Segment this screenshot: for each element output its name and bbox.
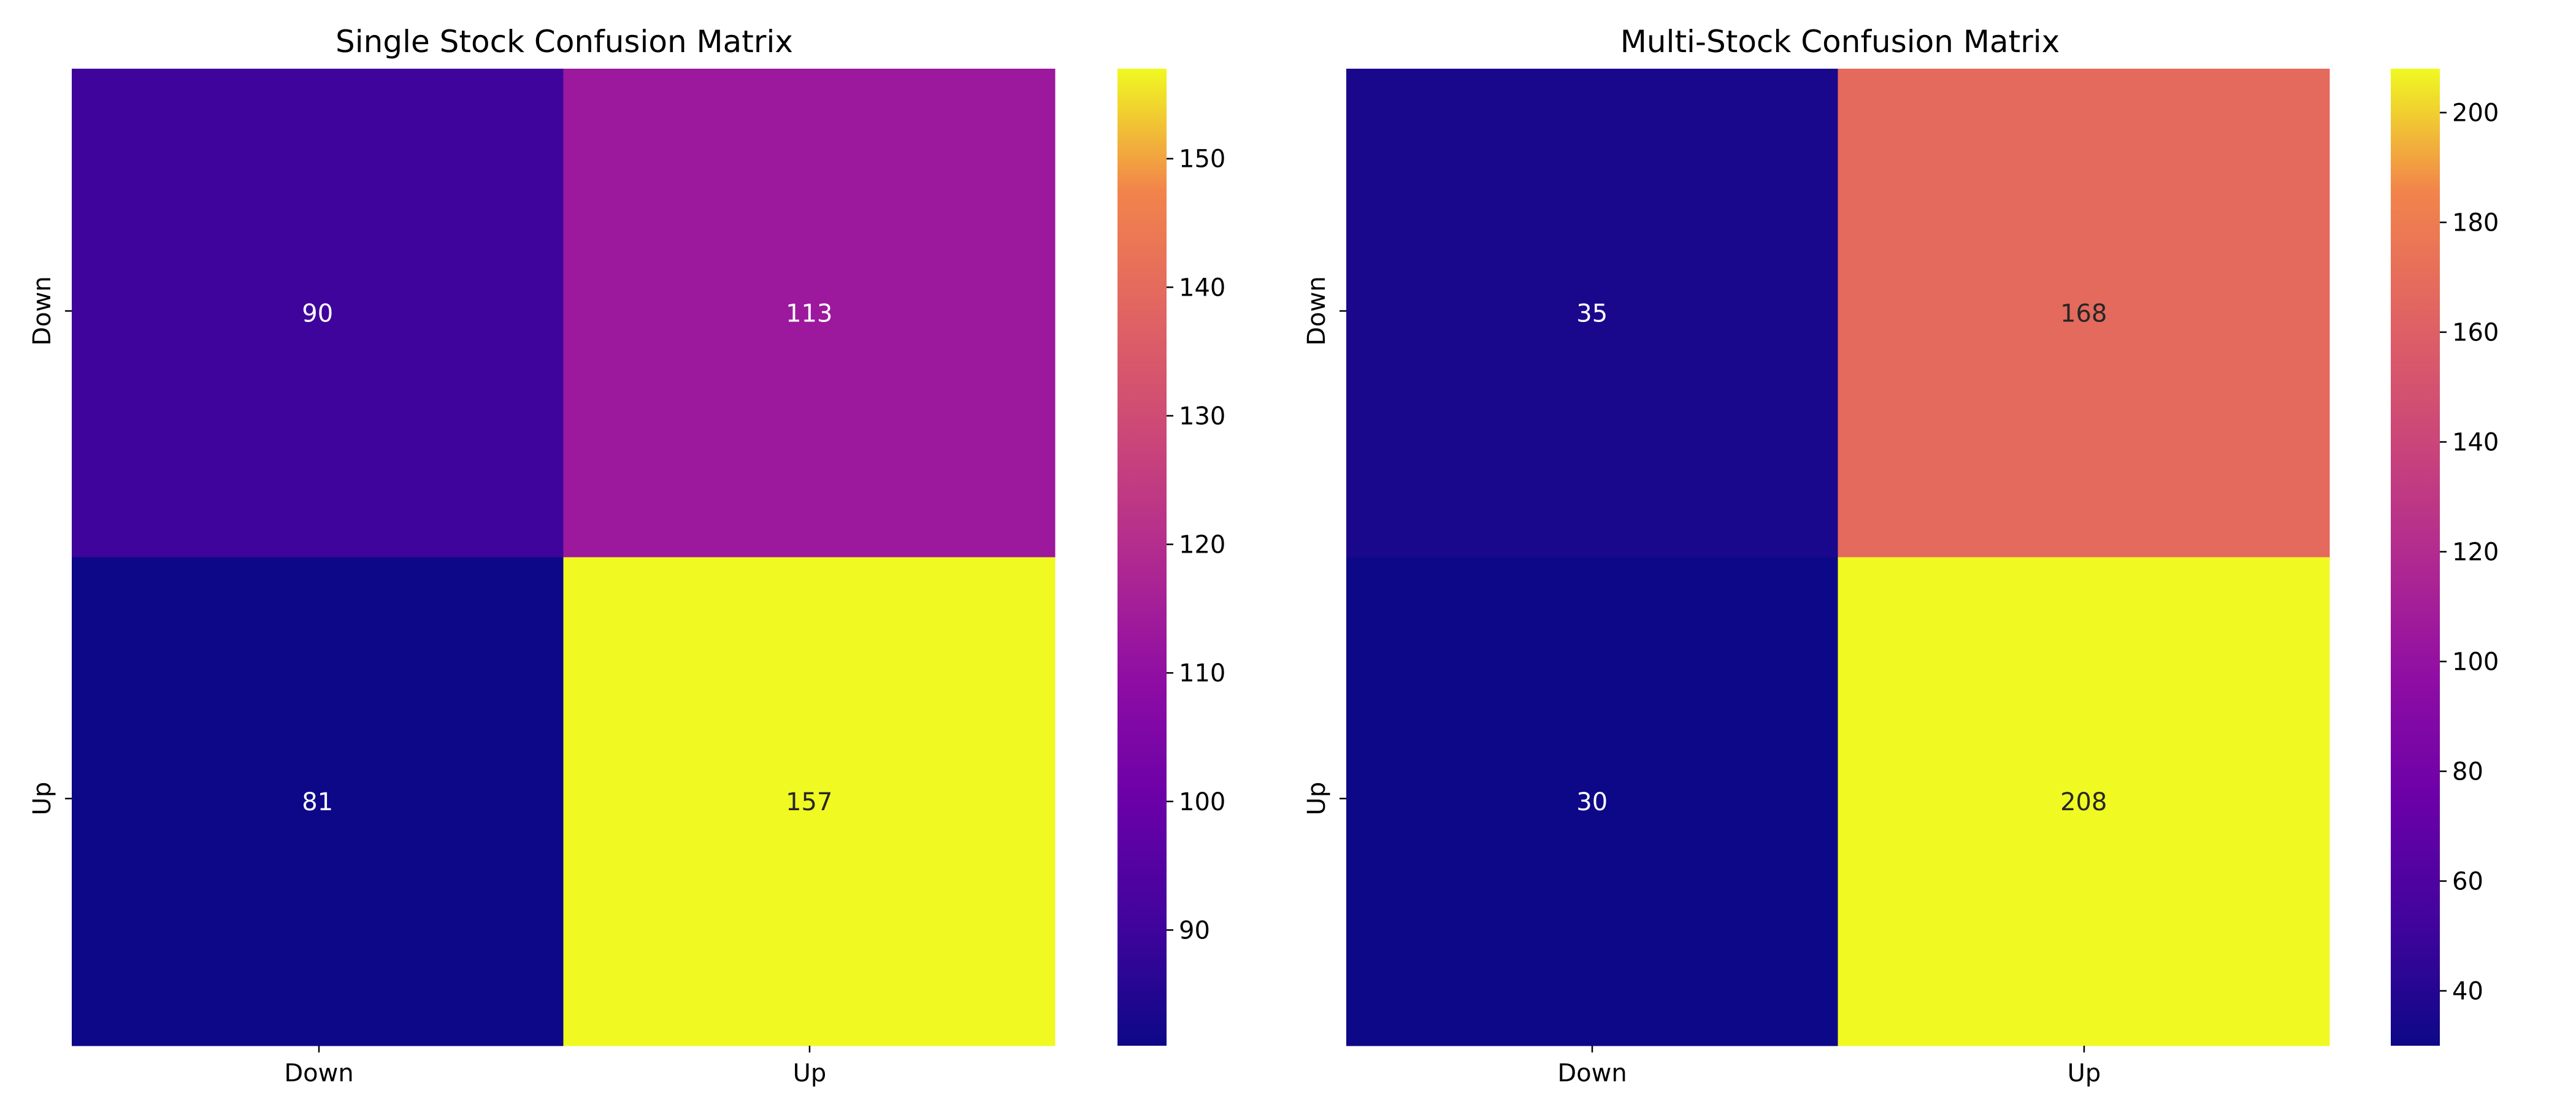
y-axis: Down Up [1303, 276, 1346, 815]
colorbar-tick-label: 80 [2452, 758, 2483, 786]
colorbar-tick-label: 60 [2452, 868, 2483, 896]
heatmap-cell [72, 557, 564, 1046]
colorbar-tick-label: 120 [2452, 539, 2499, 567]
heatmap-cells [1346, 69, 2330, 1046]
colorbar-tick-label: 200 [2452, 99, 2499, 128]
colorbar-tick-label: 130 [1179, 402, 1225, 431]
x-tick-label: Down [1557, 1059, 1627, 1087]
heatmap-cells [72, 69, 1056, 1046]
colorbar-tick-label: 100 [2452, 648, 2499, 677]
heatmap-cell [563, 69, 1056, 558]
colorbar-tick-label: 160 [2452, 319, 2499, 347]
colorbar-tick-label: 40 [2452, 978, 2483, 1006]
colorbar-tick-label: 100 [1179, 788, 1225, 816]
chart-title: Multi-Stock Confusion Matrix [1620, 24, 2060, 59]
heatmap-cell [1346, 557, 1838, 1046]
x-tick-label: Up [2068, 1059, 2101, 1087]
colorbar-tick-label: 110 [1179, 659, 1225, 688]
cell-value-label: 208 [2060, 788, 2107, 816]
colorbar: 40 60 80 100 120 140 160 180 200 [2391, 69, 2499, 1046]
colorbar: 90 100 110 120 130 140 150 [1117, 69, 1225, 1046]
colorbar-tick-label: 120 [1179, 531, 1225, 559]
heatmap-cell [1838, 69, 2330, 558]
colorbar-ticks: 90 100 110 120 130 140 150 [1167, 145, 1225, 945]
heatmap-cell [72, 69, 564, 558]
heatmap-cell [563, 557, 1056, 1046]
heatmap-panel-single: Single Stock Confusion Matrix 90 113 81 157… [28, 24, 1225, 1087]
cell-value-label: 168 [2060, 299, 2107, 328]
colorbar-tick-label: 180 [2452, 209, 2499, 237]
heatmap-cell [1838, 557, 2330, 1046]
cell-value-label: 35 [1576, 299, 1608, 328]
x-axis: Down Up [284, 1046, 826, 1087]
x-tick-label: Down [284, 1059, 353, 1087]
cell-value-label: 30 [1576, 788, 1608, 816]
y-tick-label: Down [1303, 276, 1331, 345]
y-tick-label: Up [28, 782, 56, 816]
cell-value-label: 157 [786, 788, 832, 816]
y-axis: Down Up [28, 276, 72, 815]
y-tick-label: Up [1303, 782, 1331, 816]
y-tick-label: Down [28, 276, 56, 345]
colorbar-tick-label: 90 [1179, 916, 1210, 945]
x-axis: Down Up [1557, 1046, 2101, 1087]
colorbar-tick-label: 150 [1179, 145, 1225, 174]
cell-value-label: 113 [786, 299, 832, 328]
cell-value-label: 81 [302, 788, 333, 816]
colorbar-tick-label: 140 [2452, 429, 2499, 457]
cell-value-labels: 35 168 30 208 [1576, 299, 2107, 816]
heatmap-cell [1346, 69, 1838, 558]
cell-value-label: 90 [302, 299, 333, 328]
x-tick-label: Up [793, 1059, 827, 1087]
colorbar-gradient [2391, 69, 2440, 1046]
chart-title: Single Stock Confusion Matrix [335, 24, 793, 59]
colorbar-gradient [1117, 69, 1167, 1046]
cell-value-labels: 90 113 81 157 [302, 299, 832, 816]
colorbar-ticks: 40 60 80 100 120 140 160 180 200 [2440, 99, 2499, 1006]
colorbar-tick-label: 140 [1179, 274, 1225, 302]
